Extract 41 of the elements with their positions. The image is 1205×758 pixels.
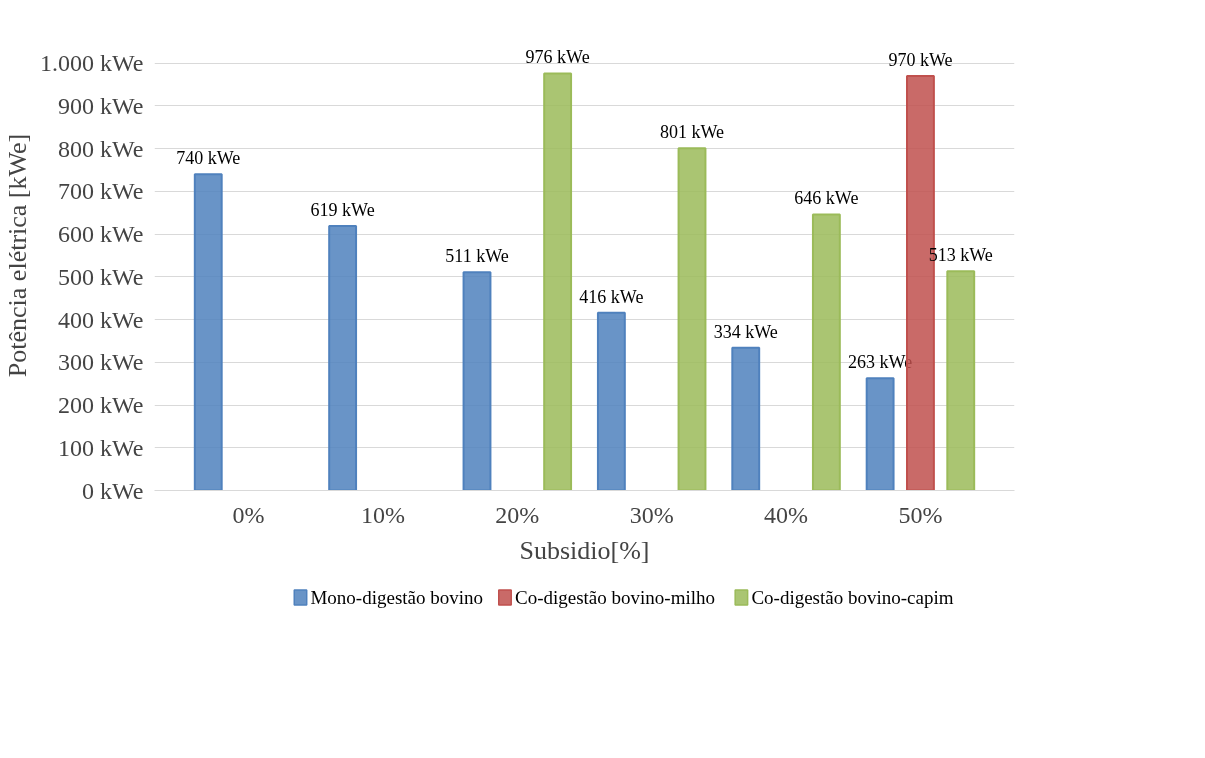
x-tick-label: 10% [360, 501, 405, 528]
bar [596, 311, 626, 491]
bar [865, 377, 895, 491]
data-label: 334 kWe [713, 321, 778, 342]
data-label: 646 kWe [794, 188, 859, 209]
x-tick-label: 40% [764, 501, 809, 528]
bar [946, 270, 976, 491]
y-tick-label: 0 kWe [82, 477, 144, 504]
legend-label: Co-digestão bovino-milho [514, 587, 715, 608]
legend-label: Co-digestão bovino-capim [751, 587, 954, 608]
bar [543, 72, 573, 491]
x-axis-title: Subsidio[%] [519, 535, 650, 565]
x-tick-label: 0% [232, 501, 265, 528]
y-tick-label: 100 kWe [58, 434, 144, 461]
data-label: 511 kWe [445, 246, 509, 267]
data-label: 976 kWe [525, 47, 590, 68]
bar [731, 346, 761, 491]
y-tick-label: 400 kWe [58, 306, 144, 333]
data-label: 416 kWe [579, 286, 644, 307]
data-label: 801 kWe [659, 122, 725, 143]
x-tick-label: 20% [495, 501, 540, 528]
x-tick-label: 30% [629, 501, 674, 528]
y-tick-label: 300 kWe [58, 349, 144, 376]
bar [328, 225, 358, 491]
bar [811, 213, 841, 491]
data-label: 970 kWe [888, 50, 953, 71]
bar [462, 271, 492, 491]
y-tick-label: 800 kWe [58, 135, 144, 162]
legend-label: Mono-digestão bovino [310, 587, 484, 608]
y-tick-label: 1.000 kWe [40, 50, 144, 77]
bar [677, 147, 707, 491]
x-tick-label: 50% [898, 501, 943, 528]
y-tick-label: 200 kWe [58, 392, 144, 419]
y-axis-title: Potência elétrica [kWe] [3, 133, 33, 378]
y-tick-label: 700 kWe [58, 178, 144, 205]
y-tick-label: 900 kWe [58, 92, 144, 119]
bar [193, 173, 223, 491]
data-label: 740 kWe [176, 148, 241, 169]
y-tick-label: 500 kWe [58, 263, 144, 290]
data-label: 619 kWe [310, 200, 375, 221]
y-tick-label: 600 kWe [58, 221, 144, 248]
